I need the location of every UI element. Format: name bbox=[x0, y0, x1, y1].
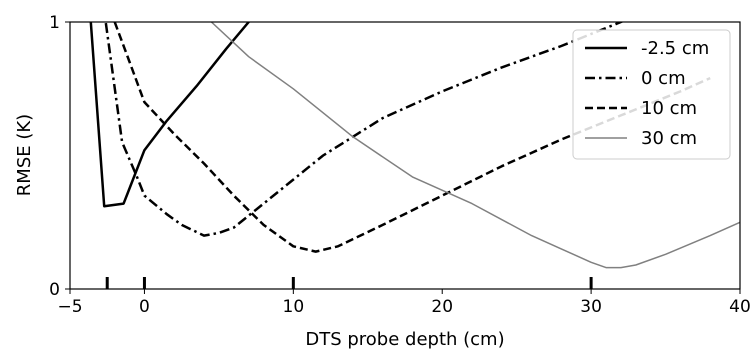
x-axis-label: DTS probe depth (cm) bbox=[305, 329, 504, 350]
x-tick-label: 20 bbox=[431, 297, 453, 317]
x-tick-label: 30 bbox=[580, 297, 602, 317]
plot-frame bbox=[69, 21, 741, 290]
legend: -2.5 cm 0 cm 10 cm 30 cm bbox=[572, 29, 731, 160]
series-line-2 bbox=[113, 22, 711, 253]
legend-label-1: 0 cm bbox=[641, 68, 686, 89]
legend-entries: -2.5 cm 0 cm 10 cm 30 cm bbox=[585, 38, 709, 149]
series-line-0 bbox=[89, 22, 251, 208]
x-tick-label: −5 bbox=[57, 297, 82, 317]
legend-label-3: 30 cm bbox=[641, 128, 697, 149]
x-axis-ticks: −5 0 10 20 30 40 bbox=[57, 289, 751, 317]
legend-label-2: 10 cm bbox=[641, 98, 697, 119]
legend-label-0: -2.5 cm bbox=[641, 38, 709, 59]
series-layer bbox=[89, 22, 740, 269]
series-line-1 bbox=[104, 22, 624, 237]
x-tick-label: 10 bbox=[283, 297, 305, 317]
probe-marker-layer bbox=[105, 277, 593, 289]
y-tick-label: 0 bbox=[49, 280, 60, 300]
x-tick-label: 0 bbox=[139, 297, 150, 317]
y-axis-ticks: 01 bbox=[49, 13, 70, 300]
x-tick-label: 40 bbox=[729, 297, 751, 317]
y-axis-label: RMSE (K) bbox=[14, 114, 35, 196]
y-tick-label: 1 bbox=[49, 13, 60, 33]
series-line-3 bbox=[210, 22, 740, 269]
legend-box bbox=[572, 29, 731, 160]
